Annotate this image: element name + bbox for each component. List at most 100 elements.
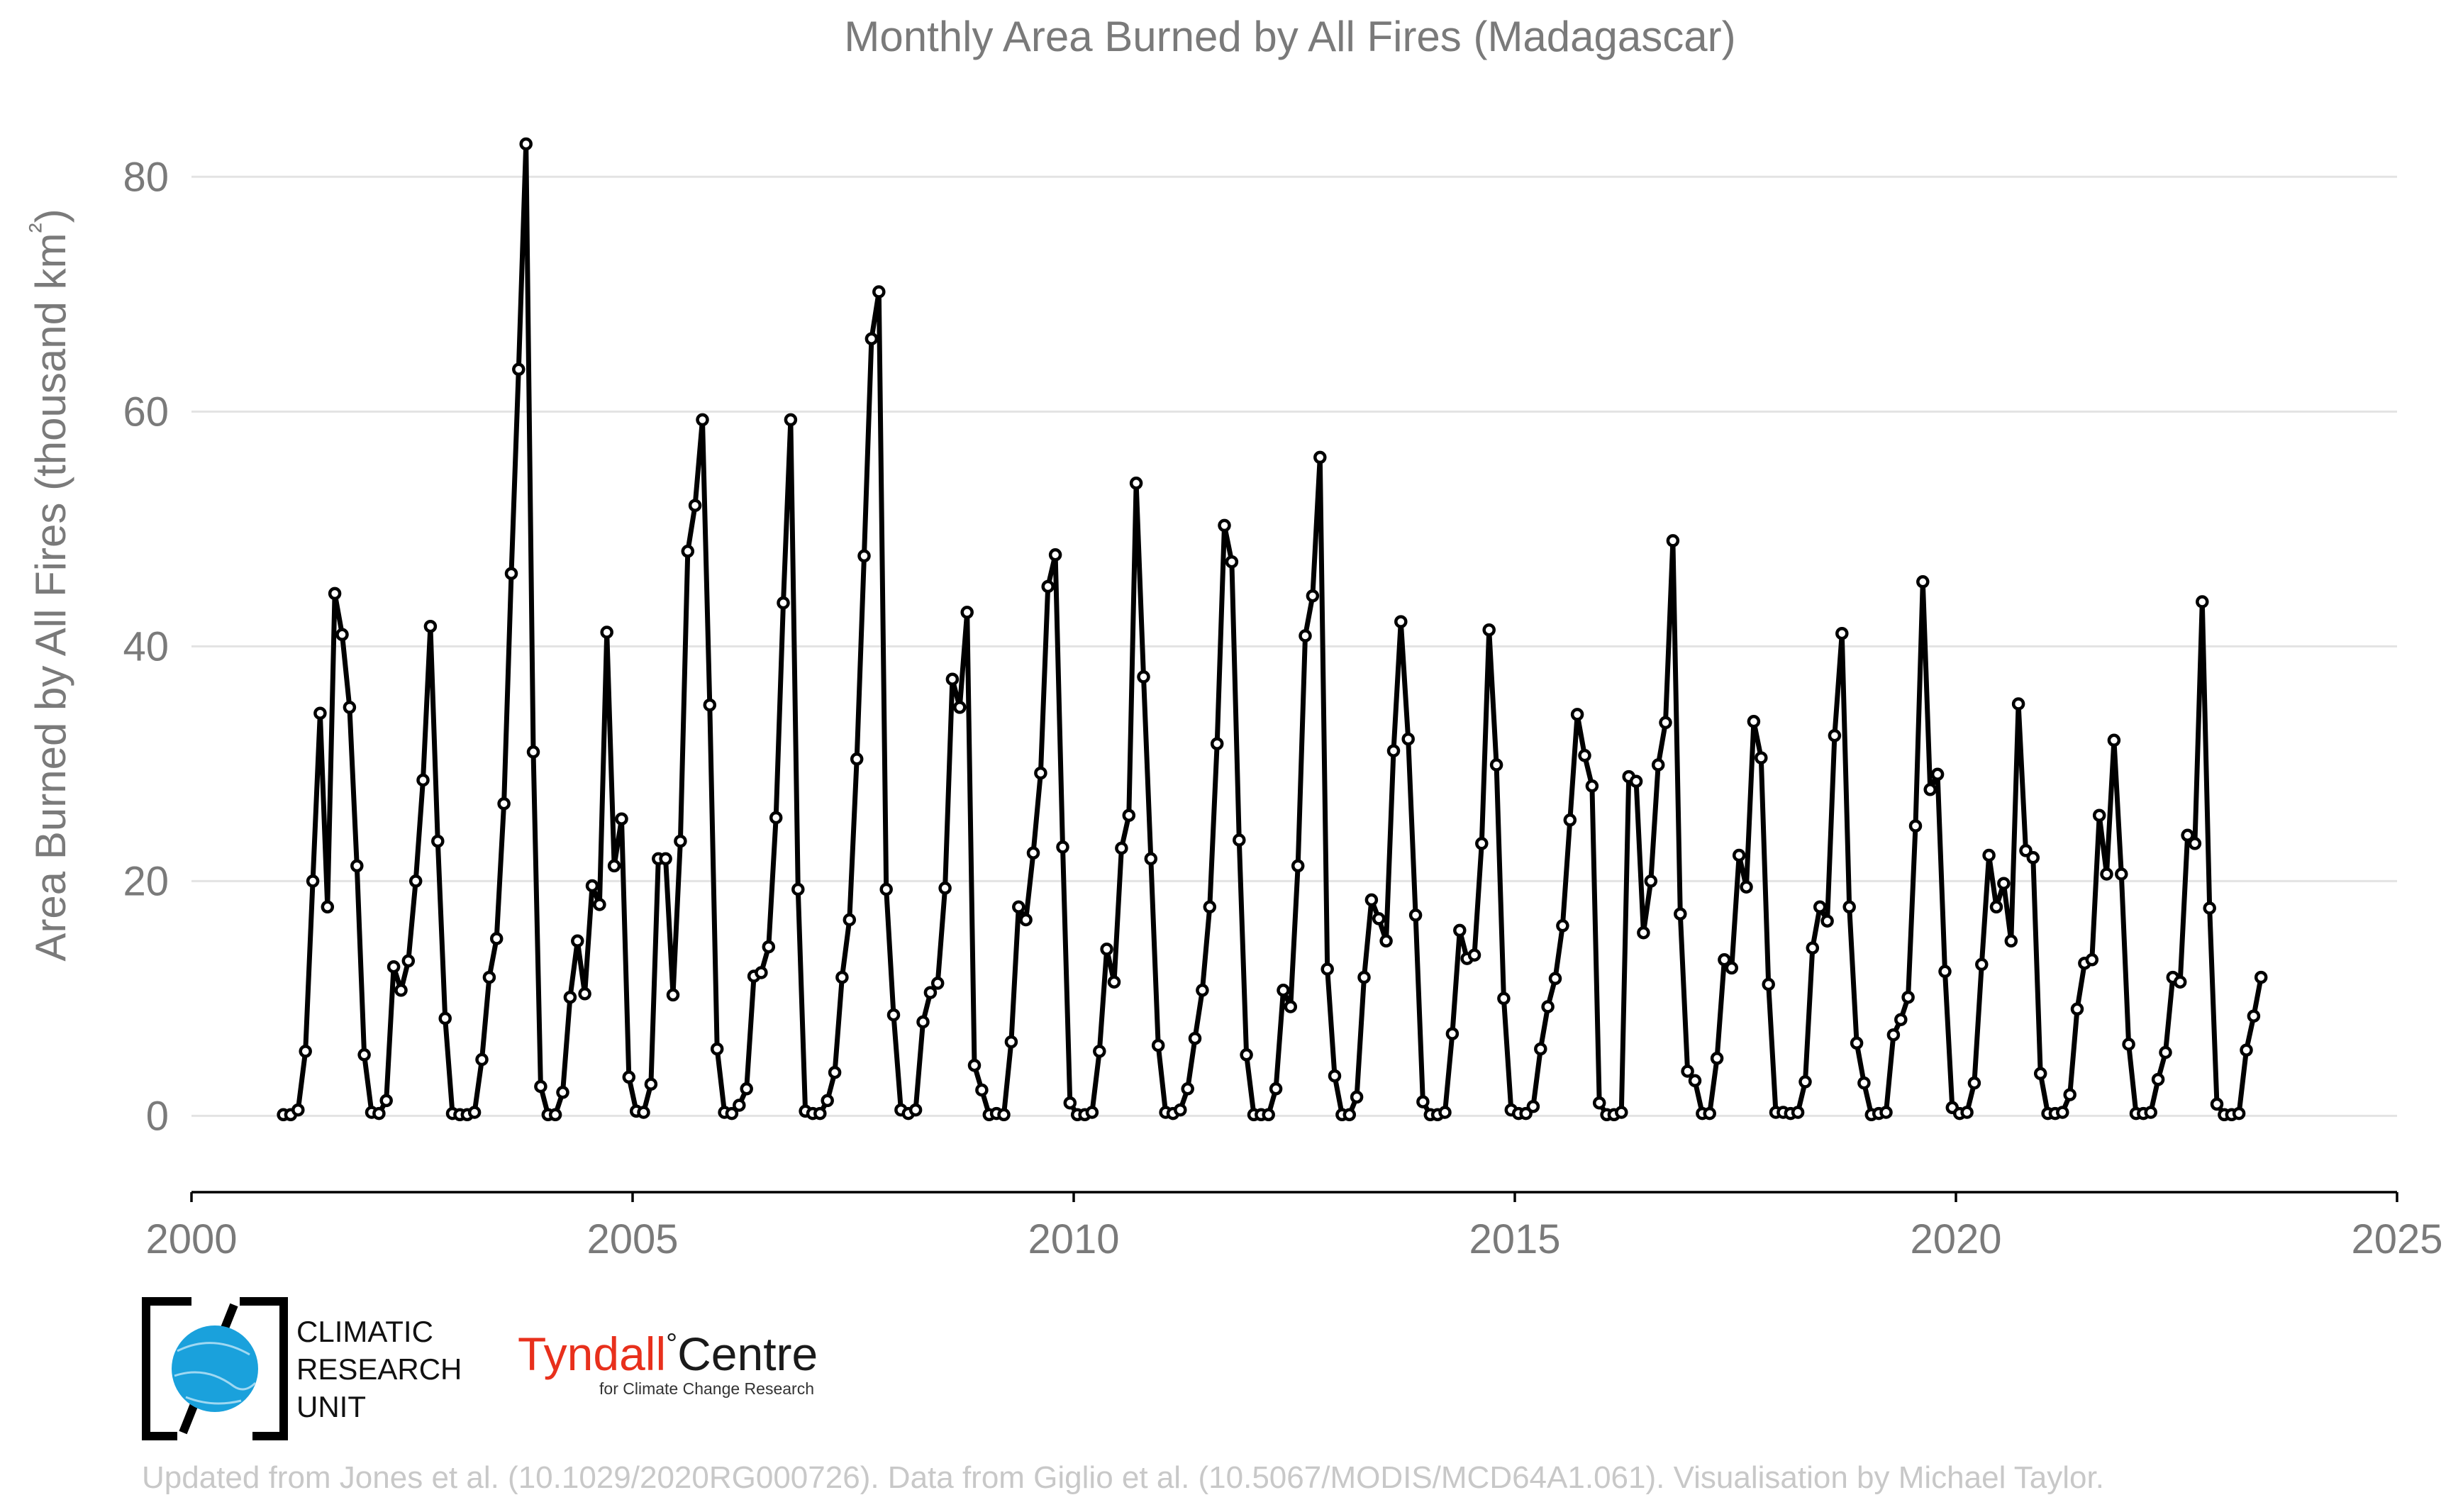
data-point-198 [1732, 848, 1746, 862]
data-point-78 [850, 752, 864, 766]
y-tick-label-0: 0 [146, 1093, 169, 1139]
data-point-76 [835, 970, 849, 984]
data-point-236 [2011, 697, 2025, 711]
data-point-178 [1585, 779, 1599, 793]
data-point-166 [1497, 991, 1511, 1006]
data-point-184 [1629, 774, 1643, 788]
data-point-225 [1930, 767, 1945, 782]
data-point-129 [1225, 555, 1239, 569]
data-point-44 [600, 626, 613, 639]
data-point-179 [1592, 1096, 1606, 1110]
data-point-118 [1144, 852, 1158, 866]
data-point-187 [1651, 758, 1665, 772]
data-point-103 [1034, 766, 1047, 780]
data-point-127 [1210, 737, 1224, 750]
data-point-69 [784, 413, 798, 427]
climatic-research-unit-logo: CLIMATIC RESEARCH UNIT [142, 1297, 462, 1440]
data-point-94 [967, 1058, 982, 1072]
data-point-207 [1798, 1075, 1812, 1089]
data-point-169 [1519, 1106, 1533, 1121]
y-tick-label-80: 80 [123, 154, 169, 200]
data-point-42 [585, 879, 599, 893]
data-point-195 [1710, 1052, 1724, 1065]
x-tick-label-2000: 2000 [145, 1216, 237, 1262]
data-point-211 [1828, 728, 1842, 743]
data-point-262 [2203, 901, 2216, 915]
data-point-57 [696, 413, 709, 427]
data-point-231 [1975, 957, 1989, 972]
data-point-243 [2063, 1088, 2076, 1101]
data-point-13 [372, 1106, 386, 1121]
data-point-269 [2254, 970, 2268, 984]
data-point-258 [2173, 975, 2187, 989]
data-point-152 [1394, 615, 1408, 628]
x-tick-label-2020: 2020 [1910, 1216, 2001, 1262]
data-point-223 [1916, 575, 1930, 589]
data-point-212 [1835, 626, 1849, 640]
data-point-59 [710, 1042, 724, 1056]
data-point-33 [519, 137, 533, 151]
data-point-119 [1151, 1038, 1165, 1052]
data-point-176 [1570, 708, 1584, 721]
data-point-10 [350, 859, 364, 873]
data-point-141 [1313, 450, 1327, 465]
data-point-194 [1703, 1106, 1716, 1121]
tyndall-wordmark-red: Tyndall [518, 1328, 666, 1380]
data-point-146 [1350, 1090, 1364, 1104]
data-point-123 [1181, 1082, 1194, 1096]
data-point-98 [997, 1108, 1011, 1122]
data-point-17 [401, 954, 416, 968]
data-point-11 [357, 1048, 371, 1062]
data-point-247 [2092, 808, 2106, 822]
data-point-170 [1526, 1099, 1540, 1113]
data-point-145 [1342, 1108, 1357, 1122]
data-point-226 [1938, 965, 1952, 979]
data-point-79 [857, 549, 871, 563]
data-point-214 [1850, 1036, 1864, 1050]
data-point-174 [1556, 919, 1569, 933]
data-point-149 [1372, 912, 1386, 925]
data-point-151 [1386, 744, 1401, 757]
data-point-100 [1012, 900, 1025, 914]
data-point-54 [674, 834, 687, 848]
data-point-186 [1644, 874, 1658, 888]
data-point-140 [1306, 589, 1320, 603]
data-point-105 [1048, 548, 1062, 562]
data-point-155 [1416, 1095, 1430, 1108]
data-point-4 [306, 874, 320, 888]
data-point-63 [740, 1082, 753, 1096]
data-point-68 [777, 596, 790, 610]
data-point-222 [1908, 819, 1923, 833]
data-point-237 [2019, 844, 2033, 857]
data-point-55 [681, 545, 695, 558]
data-point-70 [791, 882, 805, 896]
data-point-75 [828, 1065, 842, 1079]
data-point-219 [1886, 1028, 1901, 1042]
data-point-18 [408, 874, 423, 888]
data-point-7 [328, 587, 342, 601]
y-tick-labels: 0 20 40 60 80 [123, 154, 169, 1139]
data-point-73 [813, 1106, 827, 1121]
data-point-115 [1122, 808, 1136, 822]
data-point-28 [482, 970, 496, 984]
data-point-191 [1681, 1064, 1694, 1078]
data-point-37 [548, 1108, 562, 1122]
data-point-117 [1137, 670, 1150, 684]
data-point-106 [1056, 840, 1069, 854]
data-point-220 [1894, 1013, 1908, 1026]
data-point-158 [1438, 1106, 1452, 1119]
data-point-147 [1357, 970, 1371, 984]
series-points [277, 137, 2268, 1122]
data-point-104 [1041, 579, 1055, 594]
data-point-9 [343, 701, 357, 714]
data-point-107 [1063, 1096, 1077, 1110]
data-point-182 [1615, 1106, 1628, 1119]
data-point-230 [1967, 1076, 1981, 1090]
data-point-80 [864, 332, 879, 345]
data-point-163 [1475, 837, 1489, 850]
data-point-30 [497, 796, 511, 811]
data-point-142 [1321, 962, 1334, 976]
data-point-41 [578, 987, 591, 1001]
data-point-188 [1659, 716, 1672, 730]
